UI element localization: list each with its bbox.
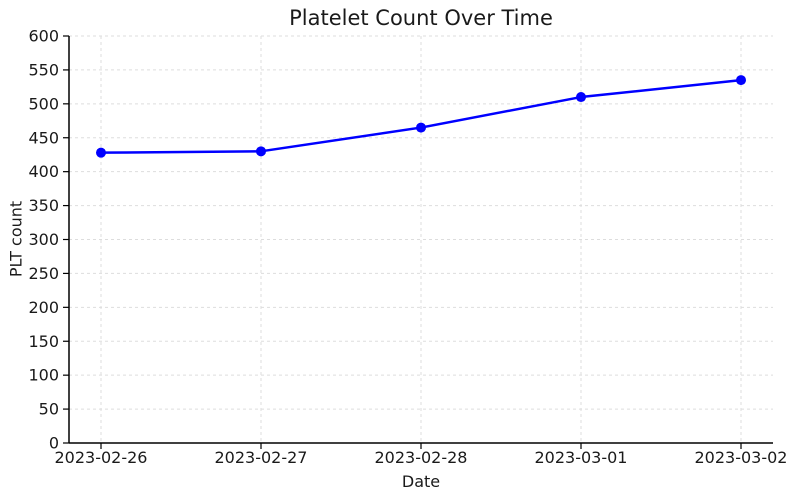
x-tick-label: 2023-02-27 [215,448,308,467]
y-tick-label: 600 [28,27,59,46]
y-tick-label: 400 [28,162,59,181]
chart-title: Platelet Count Over Time [289,6,553,30]
y-tick-label: 550 [28,60,59,79]
x-tick-label: 2023-03-02 [695,448,788,467]
data-point [576,92,586,103]
y-tick-label: 100 [28,366,59,385]
y-axis-label: PLT count [6,200,26,278]
y-tick-label: 150 [28,332,59,351]
x-tick-label: 2023-02-28 [375,448,468,467]
y-tick-label: 450 [28,128,59,147]
x-axis-label: Date [401,472,441,491]
data-point [96,147,106,158]
x-tick-label: 2023-02-26 [55,448,148,467]
y-tick-label: 50 [39,400,59,419]
y-tick-label: 250 [28,264,59,283]
y-tick-label: 0 [49,434,59,453]
x-tick-label: 2023-03-01 [535,448,628,467]
y-tick-label: 350 [28,196,59,215]
y-tick-label: 300 [28,230,59,249]
data-point [256,146,266,157]
y-tick-label: 200 [28,298,59,317]
y-tick-label: 500 [28,94,59,113]
data-point [416,122,426,133]
data-point [736,75,746,86]
